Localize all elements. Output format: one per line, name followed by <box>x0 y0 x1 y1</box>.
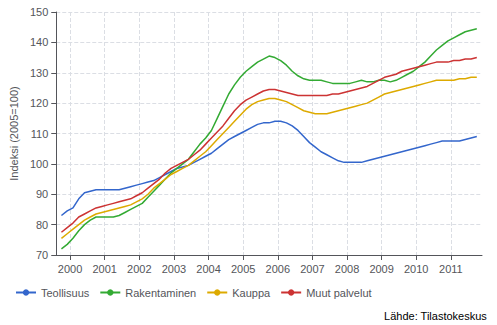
svg-text:110: 110 <box>31 128 49 140</box>
svg-text:150: 150 <box>30 6 48 18</box>
svg-text:140: 140 <box>30 36 48 48</box>
svg-text:Rakentaminen: Rakentaminen <box>125 287 196 299</box>
svg-text:2003: 2003 <box>162 263 186 275</box>
svg-text:120: 120 <box>30 97 48 109</box>
svg-text:2006: 2006 <box>266 263 290 275</box>
svg-text:2004: 2004 <box>196 263 220 275</box>
svg-text:2002: 2002 <box>127 263 151 275</box>
svg-text:100: 100 <box>30 158 48 170</box>
svg-text:2011: 2011 <box>439 263 463 275</box>
svg-text:2001: 2001 <box>92 263 116 275</box>
svg-text:70: 70 <box>36 249 48 261</box>
svg-text:2008: 2008 <box>335 263 359 275</box>
svg-text:2009: 2009 <box>369 263 393 275</box>
svg-text:90: 90 <box>36 188 48 200</box>
svg-text:130: 130 <box>30 67 48 79</box>
svg-text:2010: 2010 <box>404 263 428 275</box>
svg-text:2000: 2000 <box>58 263 82 275</box>
svg-text:Kauppa: Kauppa <box>232 287 271 299</box>
svg-text:80: 80 <box>36 219 48 231</box>
svg-text:Teollisuus: Teollisuus <box>41 287 90 299</box>
svg-text:Lähde: Tilastokeskus: Lähde: Tilastokeskus <box>384 310 487 322</box>
svg-text:Indeksi (2005=100): Indeksi (2005=100) <box>8 86 20 180</box>
svg-text:2005: 2005 <box>231 263 255 275</box>
svg-text:Muut palvelut: Muut palvelut <box>306 287 371 299</box>
svg-text:2007: 2007 <box>300 263 324 275</box>
